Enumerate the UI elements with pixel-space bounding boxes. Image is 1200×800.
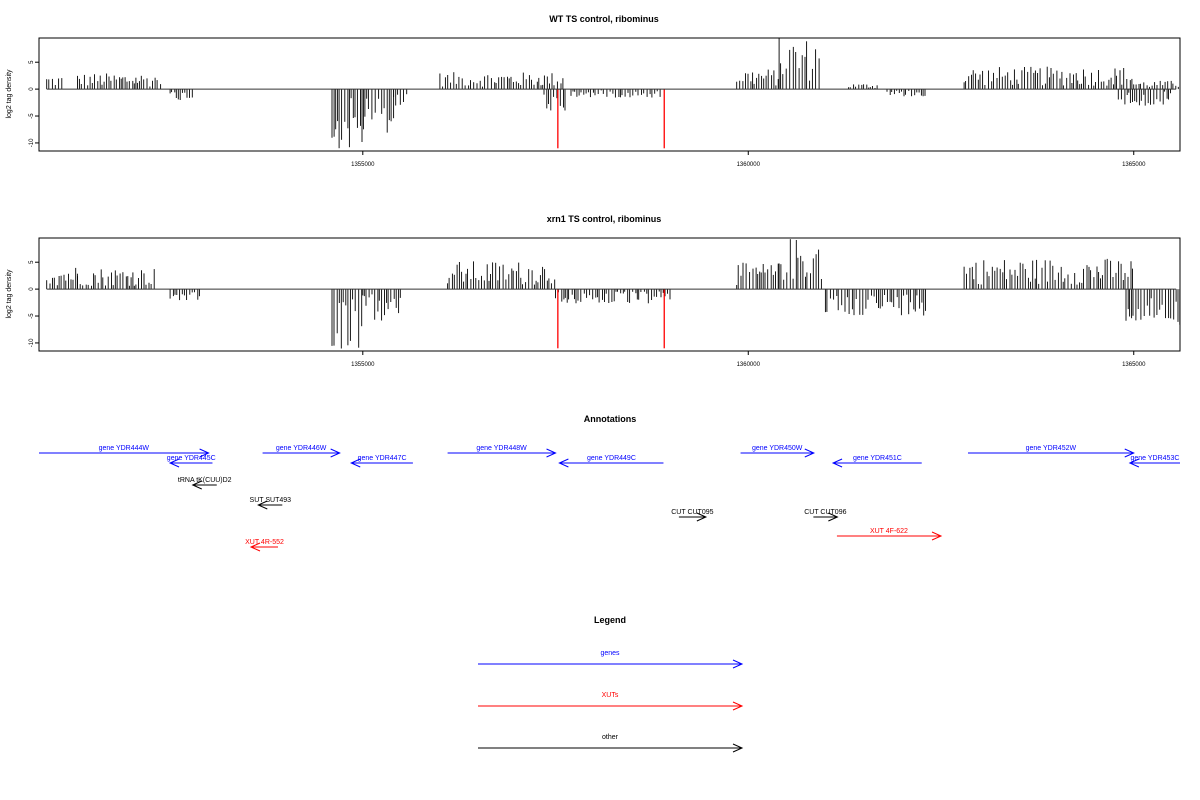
legend-arrow [478, 743, 744, 753]
annotation-label: SUT SUT493 [250, 497, 292, 504]
legend-title: Legend [594, 615, 626, 625]
annotation-arrow [257, 500, 283, 510]
annotation-arrow [678, 512, 708, 522]
legend-entries: genes XUTs other [478, 650, 744, 753]
xrn1-signal-bars [46, 239, 1181, 349]
annotation-label: gene YDR450W [752, 445, 803, 452]
annotation-label: XUT 4R-552 [245, 539, 284, 546]
y-tick-label: -5 [29, 313, 35, 319]
annotation-arrow [813, 512, 839, 522]
y-tick-label: -10 [29, 138, 35, 147]
x-tick-label: 1355000 [351, 362, 375, 368]
y-tick-label: -10 [29, 338, 35, 347]
y-tick-label: 0 [29, 287, 35, 291]
annotation-label: gene YDR446W [276, 445, 327, 452]
y-tick-label: 0 [29, 87, 35, 91]
annotation-arrow [740, 448, 816, 458]
annotation-label: gene YDR452W [1026, 445, 1077, 452]
x-tick-label: 1365000 [1122, 162, 1146, 168]
annotation-arrow [558, 458, 664, 468]
annotation-label: XUT 4F-622 [870, 528, 908, 535]
annotation-arrow [447, 448, 557, 458]
xrn1-track: xrn1 TS control, ribominus 5 0 -5 -10 13550… [6, 214, 1181, 368]
wt-signal-bars [46, 38, 1179, 149]
legend-arrow [478, 701, 744, 711]
annotation-label: gene YDR451C [853, 455, 902, 462]
annotation-arrow [1128, 458, 1180, 468]
wt-x-axis: 1355000 1360000 1365000 [351, 151, 1146, 168]
x-tick-label: 1355000 [351, 162, 375, 168]
annotation-arrow [191, 480, 217, 490]
annotation-label: tRNA tK(CUU)D2 [178, 477, 232, 484]
xrn1-x-axis: 1355000 1360000 1365000 [351, 351, 1146, 368]
annotation-label: CUT CUT096 [804, 509, 846, 516]
annotation-arrow [350, 458, 413, 468]
wt-y-axis: 5 0 -5 -10 [29, 60, 39, 147]
x-tick-label: 1360000 [737, 162, 761, 168]
x-tick-label: 1360000 [737, 362, 761, 368]
xrn1-y-axis: 5 0 -5 -10 [29, 260, 39, 347]
annotation-label: gene YDR453C [1130, 455, 1179, 462]
annotation-label: gene YDR445C [167, 455, 216, 462]
xrn1-track-title: xrn1 TS control, ribominus [547, 214, 662, 224]
xrn1-red-markers [557, 289, 665, 349]
legend-arrow [478, 659, 744, 669]
annotation-arrow [262, 448, 341, 458]
annotation-label: gene YDR449C [587, 455, 636, 462]
x-tick-label: 1365000 [1122, 362, 1146, 368]
annotation-label: gene YDR448W [476, 445, 527, 452]
wt-track-title: WT TS control, ribominus [549, 14, 659, 24]
annotation-arrow [967, 448, 1135, 458]
annotations-title: Annotations [584, 414, 637, 424]
annotation-label: gene YDR447C [358, 455, 407, 462]
legend-label: XUTs [602, 692, 619, 699]
annotation-features: gene YDR444W gene YDR445C gene YDR446W gene… [39, 445, 1180, 552]
annotation-arrow [836, 531, 943, 541]
y-tick-label: 5 [29, 260, 35, 264]
wt-track: WT TS control, ribominus 5 0 -5 -10 1355000… [6, 14, 1181, 168]
wt-red-markers [557, 89, 665, 149]
annotation-label: CUT CUT095 [671, 509, 713, 516]
annotation-arrow [249, 542, 278, 552]
legend-label: other [602, 734, 619, 741]
xrn1-track-frame [38, 237, 1181, 352]
annotation-arrow [831, 458, 922, 468]
y-tick-label: 5 [29, 60, 35, 64]
xrn1-y-label: log2 tag density [6, 269, 13, 319]
wt-y-label: log2 tag density [6, 69, 13, 119]
annotation-arrow [168, 458, 213, 468]
y-tick-label: -5 [29, 113, 35, 119]
legend-label: genes [600, 650, 620, 657]
annotation-label: gene YDR444W [99, 445, 150, 452]
wt-track-frame [38, 37, 1181, 152]
annotation-arrow [39, 448, 210, 458]
